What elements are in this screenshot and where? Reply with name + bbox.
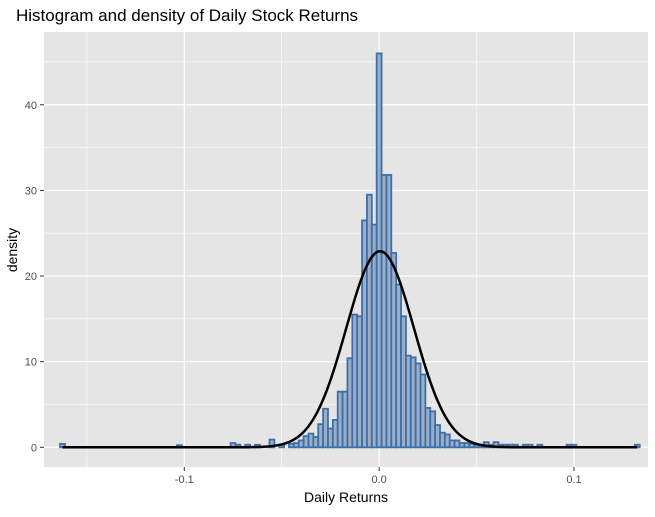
x-tick-label: 0.0 bbox=[371, 474, 386, 486]
y-tick-label: 0 bbox=[31, 442, 37, 454]
x-axis-label: Daily Returns bbox=[304, 489, 388, 505]
chart-title: Histogram and density of Daily Stock Ret… bbox=[16, 6, 358, 25]
histogram-bars bbox=[59, 52, 641, 449]
histogram-bar bbox=[633, 443, 641, 449]
x-tick-label: -0.1 bbox=[175, 474, 194, 486]
y-tick-label: 10 bbox=[25, 357, 37, 369]
x-axis-ticks: -0.1 0.0 0.1 bbox=[175, 467, 582, 486]
y-axis-label: density bbox=[4, 228, 20, 272]
y-axis-ticks: 0 10 20 30 40 bbox=[25, 100, 44, 454]
y-tick-label: 40 bbox=[25, 100, 37, 112]
y-tick-label: 20 bbox=[25, 271, 37, 283]
histogram-bar bbox=[59, 442, 66, 449]
density-curve bbox=[62, 249, 638, 449]
y-tick-label: 30 bbox=[25, 185, 37, 197]
x-tick-label: 0.1 bbox=[566, 474, 581, 486]
